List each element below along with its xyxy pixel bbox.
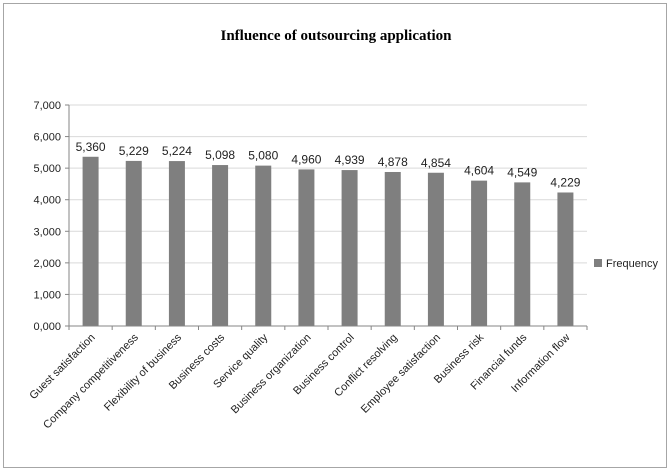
- data-label: 5,224: [162, 144, 192, 158]
- bar: [125, 160, 142, 326]
- bar: [557, 192, 574, 326]
- bar: [384, 171, 401, 326]
- data-label: 5,080: [248, 149, 278, 163]
- y-tick-label: 1,000: [33, 289, 61, 301]
- data-label: 4,549: [507, 165, 537, 179]
- bar: [298, 169, 315, 326]
- data-label: 4,939: [335, 153, 365, 167]
- data-label: 4,604: [464, 164, 494, 178]
- chart-title: Influence of outsourcing application: [220, 28, 452, 44]
- bar: [471, 180, 488, 326]
- category-label: Employee satisfaction: [359, 332, 443, 416]
- legend-swatch: [594, 259, 602, 267]
- y-tick-label: 5,000: [33, 163, 61, 175]
- bar: [168, 161, 185, 326]
- y-tick-label: 4,000: [33, 195, 61, 207]
- y-tick-label: 6,000: [33, 132, 61, 144]
- category-label: Business organization: [229, 332, 314, 417]
- data-label: 5,360: [76, 140, 106, 154]
- data-label: 4,960: [291, 152, 321, 166]
- chart-plot: 0,000 1,000 2,000 3,000 4,000 5,000 6,000 7,000…: [27, 100, 658, 431]
- chart-frame: Influence of outsourcing application 0,0…: [3, 3, 667, 468]
- data-label: 4,229: [550, 175, 580, 189]
- data-label: 5,229: [119, 144, 149, 158]
- bar: [341, 170, 358, 326]
- y-tick-label: 2,000: [33, 258, 61, 270]
- bar: [212, 165, 229, 326]
- bar: [427, 172, 444, 326]
- bar: [82, 156, 99, 326]
- y-tick-label: 0,000: [33, 321, 61, 333]
- data-label: 4,854: [421, 156, 451, 170]
- data-label: 4,878: [378, 155, 408, 169]
- y-tick-label: 3,000: [33, 226, 61, 238]
- data-label: 5,098: [205, 148, 235, 162]
- bar: [255, 165, 272, 326]
- bar: [514, 182, 531, 326]
- y-tick-label: 7,000: [33, 100, 61, 112]
- legend-label: Frequency: [606, 258, 658, 270]
- category-label: Flexibility of business: [102, 331, 184, 413]
